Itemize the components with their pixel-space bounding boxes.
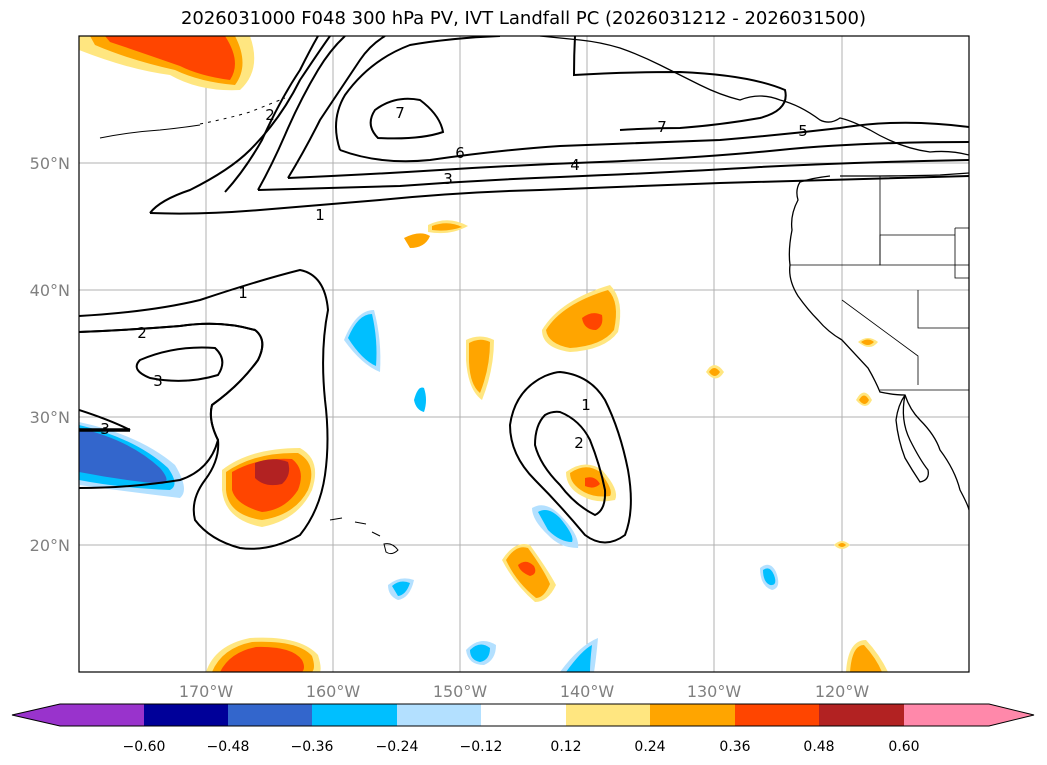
state-borders-5	[954, 227, 969, 279]
lat-label: 30°N	[30, 408, 70, 427]
aleutian-chain	[199, 97, 286, 125]
colorbar-segment	[312, 704, 397, 726]
state-borders-3	[841, 299, 919, 385]
aleutian-islands	[99, 124, 201, 139]
colorbar-segment	[144, 704, 228, 726]
contour-label: 3	[443, 170, 453, 188]
contour-north-7-left	[369, 97, 445, 140]
colorbar-segment	[650, 704, 735, 726]
lat-labels: 20°N 30°N 40°N 50°N	[30, 154, 70, 555]
colorbar-tick-label: −0.24	[376, 739, 419, 755]
colorbar-tick-label: −0.36	[291, 739, 334, 755]
contour-label: 5	[798, 122, 808, 140]
lat-label: 20°N	[30, 536, 70, 555]
colorbar-tick-label: −0.48	[207, 739, 250, 755]
lon-label: 170°W	[179, 682, 234, 701]
contour-label: 2	[574, 434, 584, 452]
colorbar-tick-label: −0.12	[460, 739, 503, 755]
pv-positive-140w-north	[542, 285, 621, 352]
contour-label: 3	[153, 372, 163, 390]
contour-label: 2	[137, 324, 147, 342]
pv-positive-145w	[502, 544, 556, 602]
contour-labels: 1 3 6 4 5 7 7 2 1 2 3 3 1 2	[100, 104, 808, 452]
contour-north-6-upper	[335, 36, 501, 151]
colorbar-tick-label: 0.60	[888, 739, 919, 755]
colorbar-tick-label: 0.24	[634, 739, 665, 755]
contour-label: 7	[657, 118, 667, 136]
colorbar-extend-high	[989, 704, 1034, 726]
colorbar-extend-low	[12, 704, 60, 726]
contour-label: 2	[265, 106, 275, 124]
pv-small-blobs	[388, 220, 779, 672]
contour-label: 1	[581, 396, 591, 414]
colorbar-tick-label: −0.60	[123, 739, 166, 755]
contour-center-2	[533, 410, 607, 517]
colorbar-segment	[566, 704, 650, 726]
contour-label: 1	[238, 284, 248, 302]
contour-label: 6	[455, 144, 465, 162]
colorbar-tick-label: 0.48	[803, 739, 834, 755]
lon-label: 140°W	[560, 682, 615, 701]
colorbar-segment	[228, 704, 312, 726]
pv-small-east	[706, 338, 888, 672]
baja-california	[895, 394, 929, 483]
colorbar-tick-label: 0.12	[550, 739, 581, 755]
contour-label: 4	[570, 156, 580, 174]
coastlines	[99, 36, 969, 555]
lat-label: 40°N	[30, 281, 70, 300]
pv-negative-left	[79, 422, 184, 498]
pv-positive-center-left	[222, 448, 316, 527]
colorbar: −0.60 −0.48 −0.36 −0.24 −0.12 0.12 0.24 …	[11, 703, 1035, 755]
pv-positive-bottom-left	[206, 637, 321, 672]
contour-north-3-left	[257, 36, 346, 191]
map-title: 2026031000 F048 300 hPa PV, IVT Landfall…	[180, 8, 867, 29]
map-frame	[78, 35, 970, 673]
pv-positive-top-left	[79, 36, 255, 91]
colorbar-segment	[904, 704, 989, 726]
colorbar-segment	[735, 704, 819, 726]
us-west-coast	[788, 175, 969, 511]
contour-north-2	[224, 36, 319, 193]
ivt-contours	[79, 36, 969, 550]
contour-label: 1	[315, 206, 325, 224]
colorbar-tick-label: 0.36	[719, 739, 750, 755]
lon-label: 150°W	[433, 682, 488, 701]
lon-labels: 170°W 160°W 150°W 140°W 130°W 120°W	[179, 682, 870, 701]
state-borders-4	[917, 290, 969, 329]
pv-negative-160w	[344, 310, 381, 372]
colorbar-outline	[11, 703, 1035, 727]
lat-label: 50°N	[30, 154, 70, 173]
contour-north-4-left	[287, 36, 386, 179]
colorbar-segment	[819, 704, 904, 726]
contour-center-1	[508, 370, 632, 544]
state-borders-2	[790, 234, 955, 266]
colorbar-segment	[481, 704, 566, 726]
colorbar-segment	[60, 704, 144, 726]
contour-north-6-lower	[339, 121, 969, 163]
lon-label: 130°W	[687, 682, 742, 701]
alaska-bc-coast	[539, 36, 969, 156]
contour-label: 7	[395, 104, 405, 122]
contour-north-1-lower	[149, 175, 969, 215]
lon-label: 120°W	[815, 682, 870, 701]
contour-west-2	[79, 322, 264, 489]
contour-west-3	[135, 346, 224, 382]
contour-north-4-lower	[287, 141, 969, 179]
contour-north-1-left	[149, 36, 331, 214]
hawaii-islands	[329, 517, 399, 555]
contour-label: 3	[100, 420, 110, 438]
pv-positive-140w-south	[566, 464, 617, 502]
lon-label: 160°W	[306, 682, 361, 701]
contour-north-3-lower	[257, 159, 969, 191]
colorbar-segment	[397, 704, 481, 726]
contour-north-5	[572, 36, 787, 131]
